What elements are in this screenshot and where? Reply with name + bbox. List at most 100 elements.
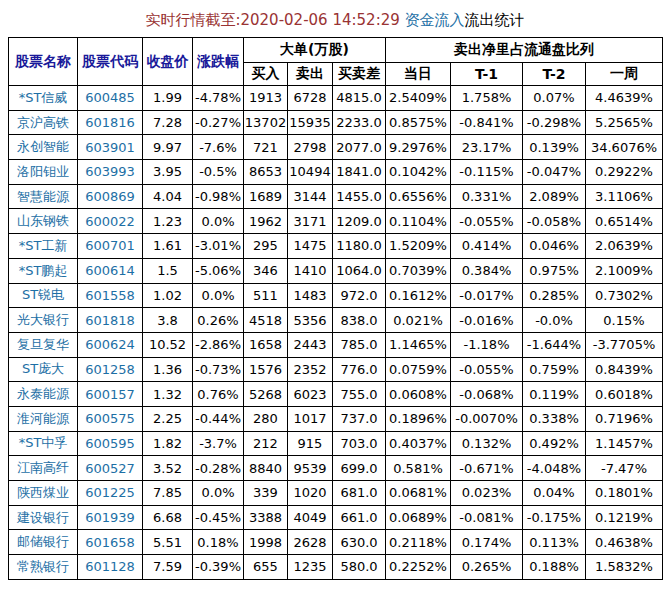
stock-code-cell: 600701 xyxy=(78,234,143,259)
header-change-pct: 涨跌幅 xyxy=(193,38,244,86)
title-outflow-stats: 流出统计 xyxy=(465,11,525,29)
stock-code-cell: 600527 xyxy=(78,456,143,481)
ratio-t2-cell: 0.119% xyxy=(523,382,586,407)
buy-volume-cell: 655 xyxy=(244,555,288,580)
table-row: 建设银行6019396.68-0.45%33884049661.00.0689%… xyxy=(9,505,663,530)
buy-volume-cell: 1962 xyxy=(244,209,288,234)
ratio-t1-cell: 0.132% xyxy=(451,431,523,456)
ratio-t2-cell: -1.644% xyxy=(523,332,586,357)
ratio-week-cell: 5.2565% xyxy=(586,110,663,135)
change-pct-cell: 0.26% xyxy=(193,308,244,333)
change-pct-cell: -5.06% xyxy=(193,258,244,283)
sell-volume-cell: 1475 xyxy=(288,234,333,259)
table-row: 洛阳钼业6039933.95-0.5%8653104941841.00.1042… xyxy=(9,160,663,185)
header-ratio-week: 一周 xyxy=(586,63,663,86)
stock-name-cell: 江南高纤 xyxy=(9,456,78,481)
ratio-week-cell: 0.2922% xyxy=(586,160,663,185)
buy-sell-diff-cell: 681.0 xyxy=(333,481,386,506)
ratio-t1-cell: 0.384% xyxy=(451,258,523,283)
sell-volume-cell: 3171 xyxy=(288,209,333,234)
close-price-cell: 7.28 xyxy=(143,110,193,135)
ratio-t1-cell: 0.023% xyxy=(451,481,523,506)
sell-volume-cell: 1483 xyxy=(288,283,333,308)
stock-table-body: *ST信威6004851.99-4.78%191367284815.02.540… xyxy=(9,86,663,580)
ratio-t2-cell: 0.046% xyxy=(523,234,586,259)
stock-code-cell: 600485 xyxy=(78,86,143,111)
ratio-t1-cell: 0.414% xyxy=(451,234,523,259)
ratio-t2-cell: -4.048% xyxy=(523,456,586,481)
ratio-t2-cell: 0.759% xyxy=(523,357,586,382)
ratio-week-cell: 34.6076% xyxy=(586,135,663,160)
page-title: 实时行情截至:2020-02-06 14:52:29 资金流入流出统计 xyxy=(0,0,670,30)
sell-volume-cell: 6728 xyxy=(288,86,333,111)
close-price-cell: 1.99 xyxy=(143,86,193,111)
buy-volume-cell: 280 xyxy=(244,406,288,431)
stock-code-cell: 601658 xyxy=(78,530,143,555)
header-close-price: 收盘价 xyxy=(143,38,193,86)
ratio-t2-cell: -0.047% xyxy=(523,160,586,185)
header-ratio-day: 当日 xyxy=(386,63,451,86)
buy-volume-cell: 721 xyxy=(244,135,288,160)
ratio-day-cell: 2.5409% xyxy=(386,86,451,111)
ratio-day-cell: 0.8575% xyxy=(386,110,451,135)
ratio-week-cell: 0.1219% xyxy=(586,505,663,530)
close-price-cell: 1.23 xyxy=(143,209,193,234)
stock-code-cell: 601818 xyxy=(78,308,143,333)
stock-name-cell: 京沪高铁 xyxy=(9,110,78,135)
buy-volume-cell: 3388 xyxy=(244,505,288,530)
buy-sell-diff-cell: 703.0 xyxy=(333,431,386,456)
ratio-day-cell: 0.581% xyxy=(386,456,451,481)
stock-name-cell: 洛阳钼业 xyxy=(9,160,78,185)
change-pct-cell: -0.45% xyxy=(193,505,244,530)
stock-code-cell: 601258 xyxy=(78,357,143,382)
close-price-cell: 4.04 xyxy=(143,184,193,209)
ratio-day-cell: 1.1465% xyxy=(386,332,451,357)
close-price-cell: 2.25 xyxy=(143,406,193,431)
stock-code-cell: 603993 xyxy=(78,160,143,185)
ratio-week-cell: 0.7196% xyxy=(586,406,663,431)
buy-sell-diff-cell: 737.0 xyxy=(333,406,386,431)
table-row: 淮河能源6005752.25-0.44%2801017737.00.1896%-… xyxy=(9,406,663,431)
ratio-t1-cell: -0.0070% xyxy=(451,406,523,431)
buy-volume-cell: 1576 xyxy=(244,357,288,382)
ratio-t2-cell: -0.298% xyxy=(523,110,586,135)
buy-sell-diff-cell: 785.0 xyxy=(333,332,386,357)
ratio-week-cell: 2.1009% xyxy=(586,258,663,283)
ratio-day-cell: 0.0681% xyxy=(386,481,451,506)
change-pct-cell: -0.28% xyxy=(193,456,244,481)
buy-sell-diff-cell: 1841.0 xyxy=(333,160,386,185)
ratio-t2-cell: -0.0% xyxy=(523,308,586,333)
stock-code-cell: 600624 xyxy=(78,332,143,357)
sell-volume-cell: 1410 xyxy=(288,258,333,283)
table-row: 永泰能源6001571.320.76%52686023755.00.0608%-… xyxy=(9,382,663,407)
buy-sell-diff-cell: 2077.0 xyxy=(333,135,386,160)
table-row: *ST工新6007011.61-3.01%29514751180.01.5209… xyxy=(9,234,663,259)
ratio-t1-cell: -0.081% xyxy=(451,505,523,530)
stock-code-cell: 601128 xyxy=(78,555,143,580)
stock-name-cell: 光大银行 xyxy=(9,308,78,333)
ratio-t1-cell: 0.174% xyxy=(451,530,523,555)
close-price-cell: 7.59 xyxy=(143,555,193,580)
ratio-day-cell: 0.0759% xyxy=(386,357,451,382)
ratio-t2-cell: 0.285% xyxy=(523,283,586,308)
ratio-week-cell: 0.6018% xyxy=(586,382,663,407)
header-ratio-t1: T-1 xyxy=(451,63,523,86)
title-capital-inflow: 资金流入 xyxy=(405,11,465,29)
stock-code-cell: 601225 xyxy=(78,481,143,506)
stock-name-cell: 邮储银行 xyxy=(9,530,78,555)
buy-volume-cell: 1689 xyxy=(244,184,288,209)
buy-volume-cell: 346 xyxy=(244,258,288,283)
table-row: 山东钢铁6000221.230.0%196231711209.00.1104%-… xyxy=(9,209,663,234)
close-price-cell: 5.51 xyxy=(143,530,193,555)
stock-name-cell: 陕西煤业 xyxy=(9,481,78,506)
change-pct-cell: -0.73% xyxy=(193,357,244,382)
ratio-week-cell: 0.8439% xyxy=(586,357,663,382)
ratio-t2-cell: -0.058% xyxy=(523,209,586,234)
close-price-cell: 7.85 xyxy=(143,481,193,506)
stock-flow-table: 股票名称 股票代码 收盘价 涨跌幅 大单(万股) 卖出净里占流通盘比列 买入 卖… xyxy=(8,37,663,580)
table-row: 常熟银行6011287.59-0.39%6551235580.00.2252%0… xyxy=(9,555,663,580)
ratio-t1-cell: -0.841% xyxy=(451,110,523,135)
header-ratio-t2: T-2 xyxy=(523,63,586,86)
table-row: *ST中孚6005951.82-3.7%212915703.00.4037%0.… xyxy=(9,431,663,456)
buy-sell-diff-cell: 1209.0 xyxy=(333,209,386,234)
